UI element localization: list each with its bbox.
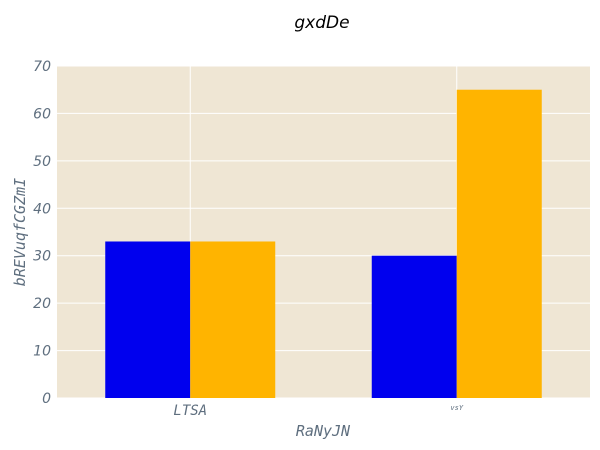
bar-series2-ltsa xyxy=(190,241,276,398)
x-axis-ticks: LTSA vsY xyxy=(173,403,463,419)
bar-series2-vsy xyxy=(456,89,542,398)
chart-title: gxdDe xyxy=(294,13,349,33)
y-tick-label: 50 xyxy=(33,154,51,170)
x-tick-label: vsY xyxy=(450,404,463,412)
x-tick-label: LTSA xyxy=(173,403,207,419)
y-tick-label: 10 xyxy=(33,344,51,360)
y-tick-label: 40 xyxy=(33,201,51,217)
y-axis-ticks: 0 10 20 30 40 50 60 70 xyxy=(33,59,51,407)
x-axis-label: RaNyJN xyxy=(296,422,351,440)
y-tick-label: 20 xyxy=(33,296,51,312)
bars xyxy=(105,89,542,398)
y-tick-label: 0 xyxy=(42,391,51,407)
y-axis-label: bREVuqfCGZmI xyxy=(11,178,29,286)
y-tick-label: 70 xyxy=(33,59,51,75)
bar-series1-ltsa xyxy=(105,241,191,398)
bar-series1-vsy xyxy=(371,255,457,398)
y-tick-label: 30 xyxy=(33,249,51,265)
y-tick-label: 60 xyxy=(33,106,51,122)
